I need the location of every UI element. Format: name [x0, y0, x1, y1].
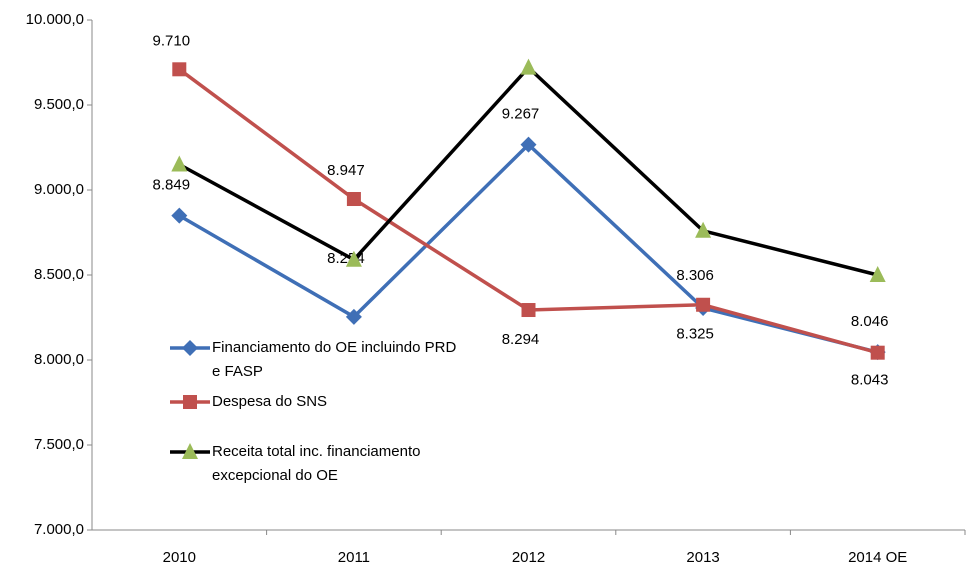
marker [345, 308, 362, 325]
legend-entry: Receita total inc. financiamento excepci… [168, 440, 468, 488]
legend-label: Despesa do SNS [212, 393, 328, 410]
marker [520, 136, 537, 153]
marker [345, 250, 362, 267]
y-tick-label: 8.000,0 [34, 351, 84, 368]
y-tick-label: 10.000,0 [26, 11, 84, 28]
x-tick-label: 2010 [163, 549, 196, 566]
x-tick-label: 2014 OE [848, 549, 907, 566]
marker [695, 221, 712, 238]
data-label: 9.267 [502, 106, 540, 123]
legend-swatch [170, 443, 210, 459]
legend-entry: Financiamento do OE incluindo PRD e FASP [168, 336, 468, 384]
marker [696, 297, 711, 312]
data-label: 8.325 [676, 326, 714, 343]
legend-swatch [170, 340, 210, 356]
x-tick-label: 2013 [686, 549, 719, 566]
data-label: 8.046 [851, 313, 889, 330]
data-label: 8.849 [153, 177, 191, 194]
marker [520, 58, 537, 75]
y-tick-label: 9.500,0 [34, 96, 84, 113]
marker [171, 207, 188, 224]
marker [346, 192, 361, 207]
legend-entry: Despesa do SNS [168, 390, 468, 414]
y-tick-label: 7.500,0 [34, 436, 84, 453]
marker [171, 155, 188, 172]
marker [870, 345, 885, 360]
series-line [178, 65, 879, 277]
marker [182, 340, 198, 356]
data-label: 8.294 [502, 331, 540, 348]
x-tick-label: 2012 [512, 549, 545, 566]
legend-label: Financiamento do OE incluindo PRD e FASP [212, 339, 457, 380]
legend: Financiamento do OE incluindo PRD e FASP… [168, 336, 468, 494]
data-label: 8.306 [676, 267, 714, 284]
data-label: 8.947 [327, 162, 365, 179]
marker [869, 266, 886, 282]
y-tick-label: 9.000,0 [34, 181, 84, 198]
data-label: 8.043 [851, 372, 889, 389]
legend-swatch [170, 395, 210, 409]
y-tick-label: 7.000,0 [34, 521, 84, 538]
legend-label: Receita total inc. financiamento excepci… [212, 443, 421, 484]
marker [172, 62, 187, 77]
x-tick-label: 2011 [338, 549, 370, 566]
marker [183, 395, 197, 409]
marker [182, 443, 198, 459]
y-tick-label: 8.500,0 [34, 266, 84, 283]
data-label: 9.710 [153, 32, 191, 49]
marker [521, 303, 536, 318]
